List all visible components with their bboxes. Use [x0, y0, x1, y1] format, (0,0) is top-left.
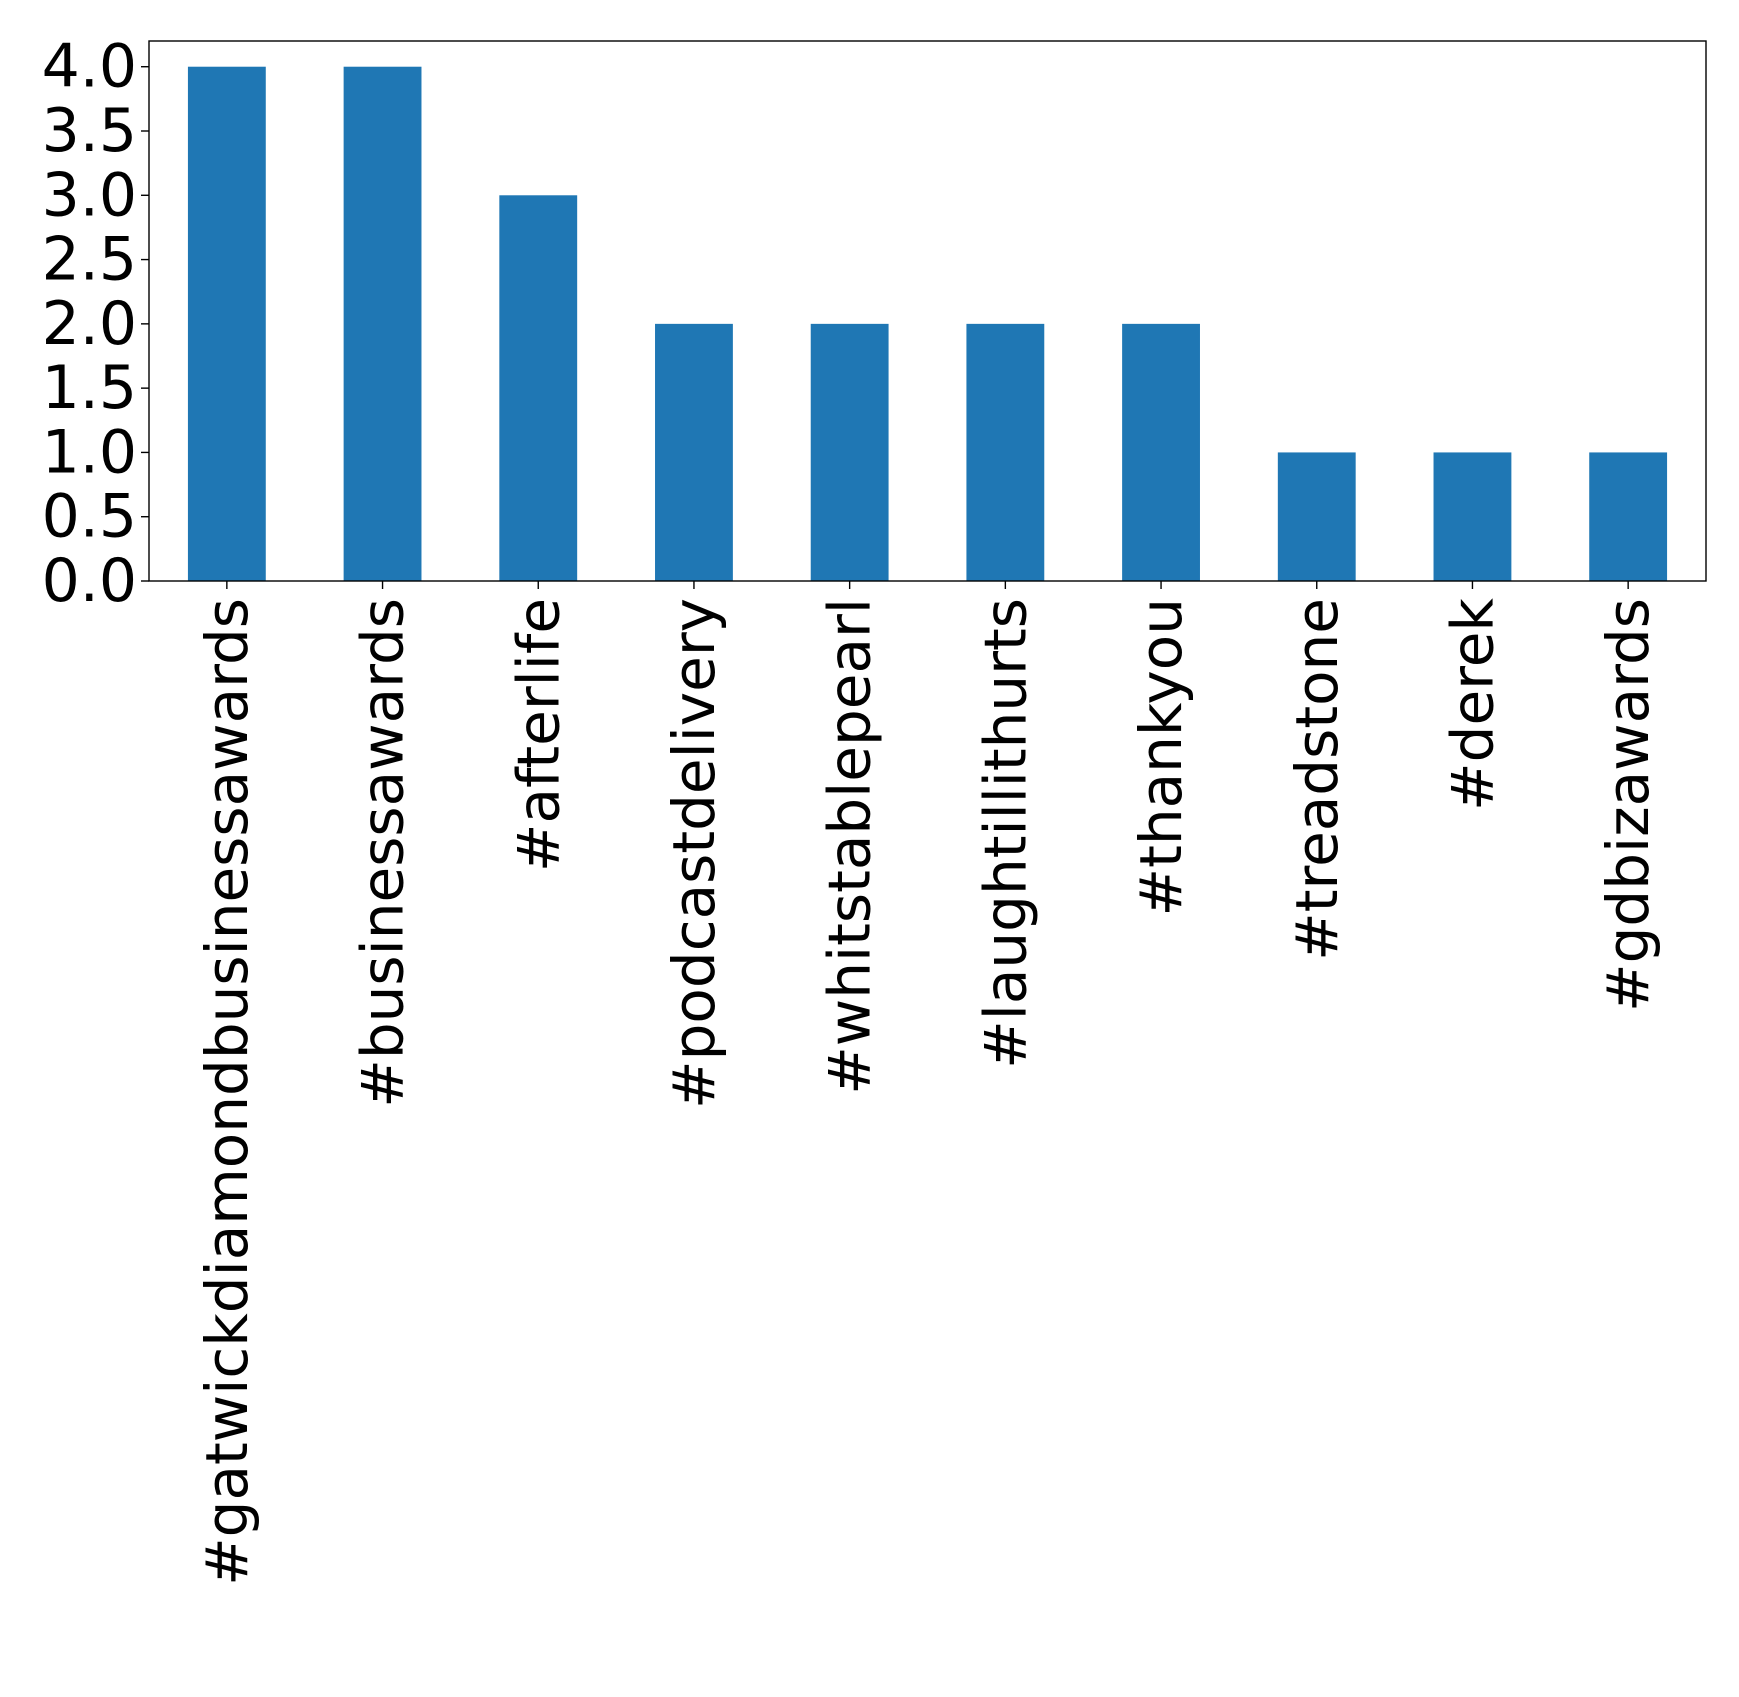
bar-6	[1122, 323, 1200, 581]
bar-2	[499, 195, 578, 582]
bars-layer	[187, 66, 1668, 582]
x-tick-label: #businessawards	[349, 598, 417, 1108]
y-tick-label: 3.0	[42, 160, 137, 230]
y-tick-label: 1.0	[42, 417, 137, 487]
x-tick-label: #laughtillithurts	[971, 598, 1039, 1069]
bar-5	[966, 323, 1045, 581]
x-tick-label: #podcastdelivery	[660, 598, 728, 1109]
plot-frame	[148, 40, 1707, 582]
y-tick-label: 0.5	[42, 482, 137, 552]
x-tick-label: #derek	[1438, 598, 1506, 811]
bar-9	[1589, 452, 1668, 581]
x-tick-label: #thankyou	[1127, 598, 1195, 917]
bar-7	[1277, 452, 1356, 581]
y-axis: 0.00.51.01.52.02.53.03.54.0	[42, 32, 149, 616]
bar-1	[343, 66, 422, 581]
y-tick-label: 1.5	[42, 353, 137, 423]
x-tick-label: #treadstone	[1283, 598, 1351, 961]
y-tick-label: 2.5	[42, 225, 137, 295]
bar-4	[810, 323, 889, 581]
y-tick-label: 3.5	[42, 96, 137, 166]
x-tick-label: #gatwickdiamondbusinessawards	[193, 598, 261, 1586]
x-tick-label: #afterlife	[504, 598, 572, 872]
bar-8	[1433, 452, 1512, 581]
x-tick-label: #whitstablepearl	[816, 598, 884, 1095]
y-tick-label: 4.0	[42, 32, 137, 102]
y-tick-label: 0.0	[42, 546, 137, 616]
bar-3	[655, 323, 733, 581]
x-axis: #gatwickdiamondbusinessawards #businessaw…	[193, 581, 1662, 1586]
y-tick-label: 2.0	[42, 289, 137, 359]
x-tick-label: #gdbizawards	[1594, 598, 1662, 1012]
bar-0	[187, 66, 266, 581]
